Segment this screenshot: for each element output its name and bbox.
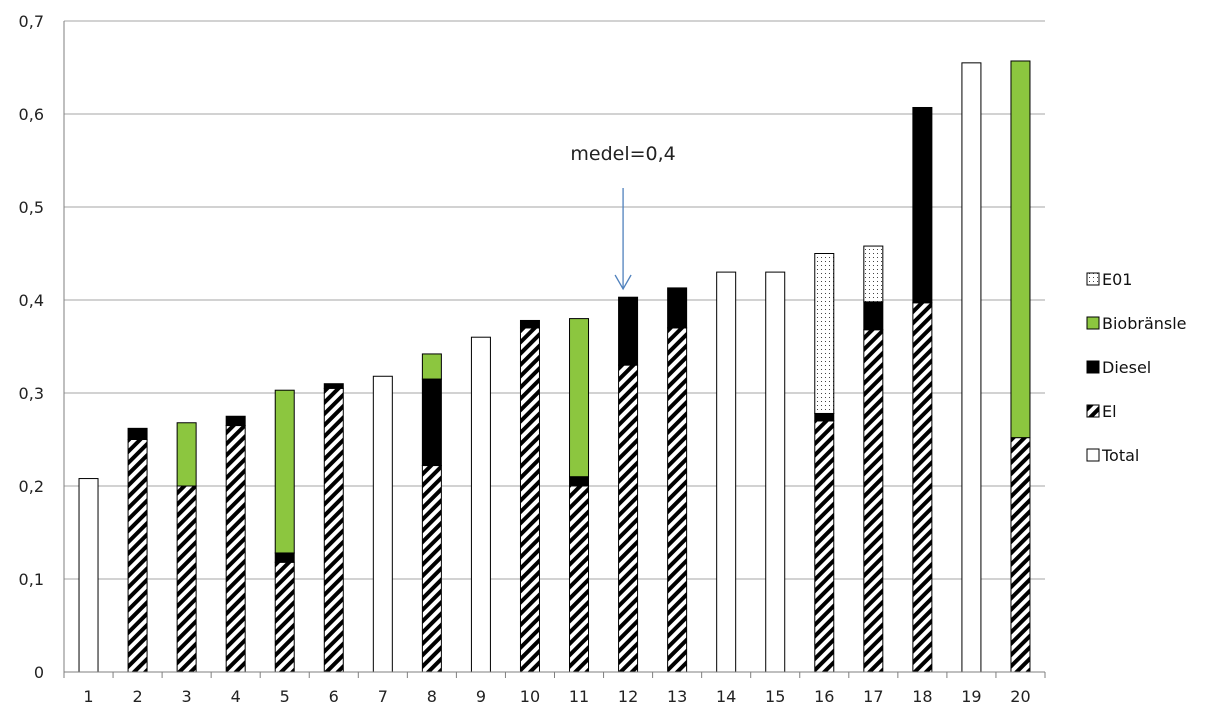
legend-swatch [1086, 448, 1100, 462]
legend: E01 Biobränsle Diesel El Total [1086, 270, 1187, 465]
bar-segment [1010, 60, 1031, 439]
axes: 00,10,20,30,40,50,60,71 2 3 4 5 6 7 8 9 10 11 12 13 1… [19, 12, 1046, 706]
bar-segment [274, 552, 295, 563]
bar-segment [863, 245, 884, 303]
bar-segment [176, 422, 197, 487]
gridlines [64, 20, 1045, 580]
bar-segment [814, 253, 835, 414]
bar-segment [421, 378, 442, 467]
bar-segment [323, 383, 344, 389]
x-tick-label: 16 [814, 687, 834, 706]
x-tick-label: 9 [476, 687, 486, 706]
annotation-label: medel=0,4 [570, 143, 675, 165]
legend-swatch [1086, 360, 1100, 374]
bar-segment [618, 296, 639, 366]
bar-segment [912, 302, 933, 673]
bar-segment [519, 319, 540, 329]
bar-segment [470, 336, 491, 673]
y-tick-label: 0,6 [19, 105, 44, 124]
x-tick-label: 18 [912, 687, 932, 706]
bar-segment [78, 478, 99, 673]
bar-segment [765, 271, 786, 673]
x-tick-label: 13 [667, 687, 687, 706]
bar-segment [814, 420, 835, 673]
bar-segment [863, 329, 884, 673]
x-tick-label: 7 [378, 687, 388, 706]
x-tick-label: 5 [280, 687, 290, 706]
y-tick-label: 0,4 [19, 291, 44, 310]
y-tick-label: 0,7 [19, 12, 44, 31]
bar-segment [912, 106, 933, 304]
x-tick-label: 6 [329, 687, 339, 706]
x-tick-label: 8 [427, 687, 437, 706]
legend-label: Total [1101, 446, 1139, 465]
legend-swatch [1086, 272, 1100, 286]
x-tick-label: 2 [132, 687, 142, 706]
bar-segment [667, 287, 688, 329]
legend-label: E01 [1102, 270, 1132, 289]
x-tick-label: 4 [231, 687, 241, 706]
bar-segment [814, 412, 835, 422]
x-tick-label: 11 [569, 687, 589, 706]
legend-swatch [1086, 316, 1100, 330]
y-tick-label: 0,1 [19, 570, 44, 589]
bar-segment [863, 301, 884, 331]
legend-label: Diesel [1102, 358, 1151, 377]
x-tick-label: 3 [182, 687, 192, 706]
bars [78, 60, 1031, 673]
annotation-arrow-head [614, 274, 632, 291]
y-tick-label: 0,3 [19, 384, 44, 403]
bar-segment [569, 476, 590, 487]
bar-segment [127, 427, 148, 440]
bar-segment [667, 327, 688, 673]
y-tick-label: 0 [34, 663, 44, 682]
x-tick-label: 20 [1010, 687, 1030, 706]
annotation: medel=0,4 [570, 143, 676, 291]
bar-segment [569, 485, 590, 673]
legend-label: Biobränsle [1102, 314, 1187, 333]
bar-segment [421, 353, 442, 380]
x-tick-label: 15 [765, 687, 785, 706]
bar-segment [225, 425, 246, 673]
bar-segment [421, 465, 442, 673]
bar-segment [274, 561, 295, 673]
bar-segment [372, 375, 393, 673]
x-tick-label: 10 [520, 687, 540, 706]
bar-segment [569, 318, 590, 478]
x-tick-label: 14 [716, 687, 736, 706]
bar-segment [716, 271, 737, 673]
legend-swatch [1086, 404, 1100, 418]
x-tick-label: 17 [863, 687, 883, 706]
bar-segment [323, 387, 344, 673]
bar-segment [519, 327, 540, 673]
bar-segment [127, 439, 148, 673]
bar-segment [225, 415, 246, 427]
bar-segment [1010, 437, 1031, 673]
y-tick-label: 0,5 [19, 198, 44, 217]
legend-label: El [1102, 402, 1117, 421]
bar-segment [961, 62, 982, 673]
bar-segment [176, 485, 197, 673]
y-tick-label: 0,2 [19, 477, 44, 496]
bar-segment [274, 389, 295, 554]
x-tick-label: 19 [961, 687, 981, 706]
bar-segment [618, 364, 639, 673]
x-tick-label: 1 [83, 687, 93, 706]
x-tick-label: 12 [618, 687, 638, 706]
